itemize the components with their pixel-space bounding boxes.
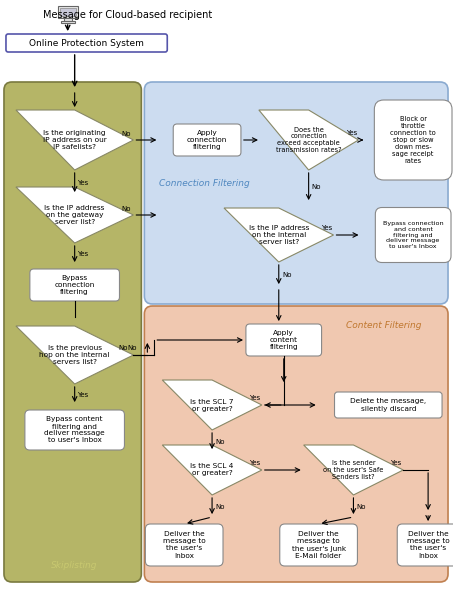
Text: Yes: Yes [249,395,261,401]
Text: Apply
connection
filtering: Apply connection filtering [187,130,228,150]
Text: Yes: Yes [389,460,401,466]
FancyBboxPatch shape [144,82,448,304]
Text: Bypass content
filtering and
deliver message
to user's Inbox: Bypass content filtering and deliver mes… [44,416,105,444]
Text: No: No [121,206,131,212]
FancyBboxPatch shape [144,306,448,582]
Text: Deliver the
message to
the user's Junk
E-Mail folder: Deliver the message to the user's Junk E… [292,531,346,558]
Text: No: No [128,345,137,351]
Text: Yes: Yes [321,225,332,231]
Bar [58,6,78,18]
Text: Connection Filtering: Connection Filtering [159,178,249,188]
Polygon shape [303,445,403,495]
FancyBboxPatch shape [6,34,167,52]
Text: No: No [119,345,128,351]
Polygon shape [162,380,262,430]
Polygon shape [162,445,262,495]
Text: Online Protection System: Online Protection System [29,38,144,47]
Text: Yes: Yes [77,251,88,257]
FancyBboxPatch shape [4,82,142,582]
Text: Content Filtering: Content Filtering [345,320,421,329]
FancyBboxPatch shape [280,524,358,566]
Polygon shape [16,326,133,384]
FancyBboxPatch shape [397,524,455,566]
Text: Yes: Yes [77,180,88,186]
Polygon shape [16,187,133,243]
Bar [61,21,75,22]
Bar [64,18,72,21]
FancyBboxPatch shape [374,100,452,180]
Text: Yes: Yes [249,460,261,466]
FancyBboxPatch shape [375,207,451,263]
FancyBboxPatch shape [334,392,442,418]
Text: No: No [215,504,225,510]
FancyBboxPatch shape [25,410,125,450]
Text: Yes: Yes [346,130,357,136]
Text: Block or
throttle
connection to
stop or slow
down mes-
sage receipt
rates: Block or throttle connection to stop or … [390,116,436,164]
Text: Apply
content
filtering: Apply content filtering [269,330,298,350]
Text: No: No [121,131,131,137]
Text: Is the SCL 7
or greater?: Is the SCL 7 or greater? [190,398,234,412]
Polygon shape [224,208,334,262]
Polygon shape [259,110,359,170]
Text: Is the SCL 4
or greater?: Is the SCL 4 or greater? [190,463,234,477]
Text: Message for Cloud-based recipient: Message for Cloud-based recipient [43,10,212,20]
Text: Deliver the
message to
the user's
Inbox: Deliver the message to the user's Inbox [407,531,450,558]
Text: No: No [312,184,321,190]
Text: No: No [215,439,225,445]
Polygon shape [16,110,133,170]
Text: Bypass connection
and content
filtering and
deliver message
to user's Inbox: Bypass connection and content filtering … [383,221,444,249]
Text: Bypass
connection
filtering: Bypass connection filtering [55,275,95,295]
Text: Is the IP address
on the gateway
server list?: Is the IP address on the gateway server … [45,205,105,225]
Text: Does the
connection
exceed acceptable
transmission rates?: Does the connection exceed acceptable tr… [276,126,341,153]
Text: Is the previous
hop on the internal
servers list?: Is the previous hop on the internal serv… [40,345,110,365]
Text: Yes: Yes [77,392,88,398]
Bar [60,8,76,16]
Text: Is the sender
on the user's Safe
Senders list?: Is the sender on the user's Safe Senders… [323,460,384,480]
Text: Is the IP address
on the internal
server list?: Is the IP address on the internal server… [248,225,309,245]
Text: Delete the message,
silently discard: Delete the message, silently discard [350,398,426,412]
FancyBboxPatch shape [173,124,241,156]
FancyBboxPatch shape [30,269,120,301]
Text: Deliver the
message to
the user's
Inbox: Deliver the message to the user's Inbox [163,531,206,558]
Text: Skiplisting: Skiplisting [51,561,98,570]
FancyBboxPatch shape [145,524,223,566]
Text: Is the originating
IP address on our
IP safelists?: Is the originating IP address on our IP … [43,130,106,150]
Text: No: No [282,272,292,278]
Text: No: No [357,504,366,510]
FancyBboxPatch shape [246,324,322,356]
